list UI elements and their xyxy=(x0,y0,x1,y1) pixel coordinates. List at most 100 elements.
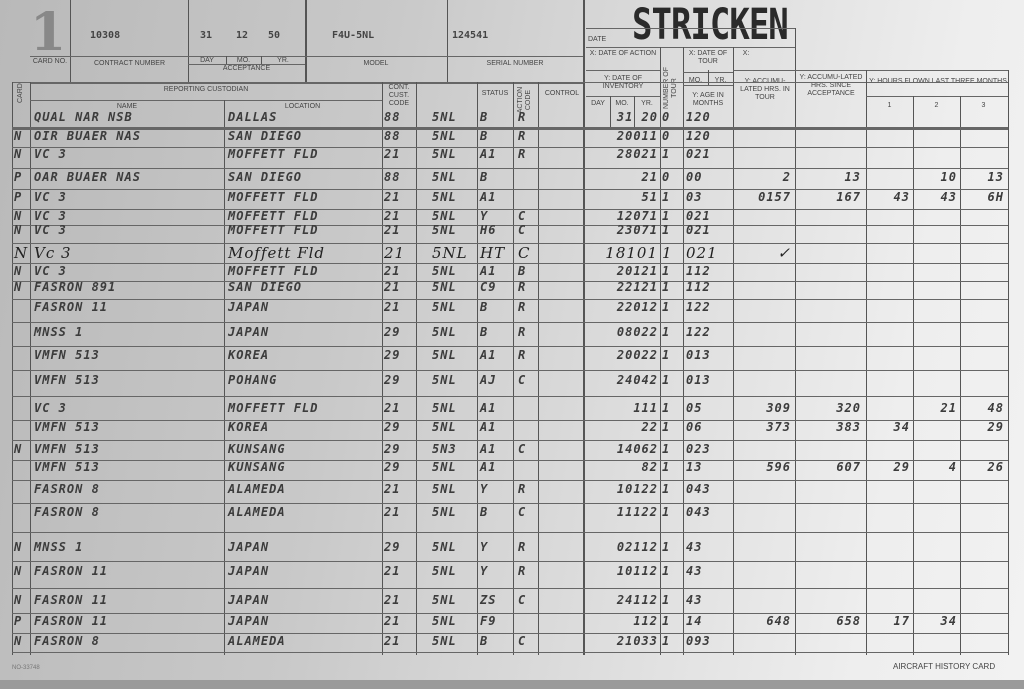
table-cell: VMFN 513 xyxy=(34,373,100,387)
table-cell: 21 xyxy=(384,505,401,519)
table-cell: 5NL xyxy=(432,129,457,143)
table-cell: 111 xyxy=(633,401,658,415)
table-cell: VMFN 513 xyxy=(34,420,100,434)
table-cell: 1 xyxy=(662,209,671,223)
grid-line xyxy=(683,47,684,655)
table-cell: 21 xyxy=(384,190,401,204)
table-cell: C xyxy=(518,634,527,648)
grid-line xyxy=(586,28,795,29)
table-cell: H6 xyxy=(480,223,497,237)
table-cell: A1 xyxy=(480,147,497,161)
table-cell: 1 xyxy=(662,540,671,554)
table-cell: 5NL xyxy=(432,614,457,628)
table-cell: OAR BUAER NAS xyxy=(34,170,141,184)
grid-line xyxy=(12,127,1008,128)
form-number: NO-33748 xyxy=(12,665,40,671)
table-cell: 5NL xyxy=(432,505,457,519)
label-mo: MO. xyxy=(236,57,251,64)
grid-line xyxy=(188,0,189,82)
table-cell: 21 xyxy=(384,264,401,278)
grid-line xyxy=(382,82,383,655)
table-cell: 0 xyxy=(662,110,671,124)
grid-line xyxy=(866,96,1008,97)
table-cell: N xyxy=(14,280,23,294)
table-cell: 1 xyxy=(662,401,671,415)
table-cell: 20022 xyxy=(616,348,658,362)
table-cell: C xyxy=(518,373,527,387)
label-age-in-months: Y: AGE IN MONTHS xyxy=(692,92,724,107)
serial-number-value: 124541 xyxy=(452,30,489,41)
label-contract-number: CONTRACT NUMBER xyxy=(93,60,166,67)
table-cell: 1 xyxy=(662,614,671,628)
table-cell: 11122 xyxy=(616,505,658,519)
grid-line xyxy=(660,47,661,655)
table-cell: N xyxy=(14,540,23,554)
table-cell: R xyxy=(518,110,527,124)
table-cell: N xyxy=(14,264,23,278)
table-cell: 43 xyxy=(686,564,703,578)
table-cell: 0157 xyxy=(758,190,791,204)
table-cell: A1 xyxy=(480,348,497,362)
table-cell: 26 xyxy=(987,460,1004,474)
table-cell: P xyxy=(14,190,23,204)
grid-line xyxy=(12,127,1008,129)
table-cell: 5NL xyxy=(432,348,457,362)
table-cell: B xyxy=(480,110,489,124)
table-cell: 22012 xyxy=(616,300,658,314)
label-yr: YR. xyxy=(277,57,289,64)
table-cell: 1 xyxy=(662,505,671,519)
grid-line xyxy=(12,440,1008,441)
table-cell: 43 xyxy=(893,190,910,204)
table-cell: R xyxy=(518,280,527,294)
grid-line xyxy=(416,82,417,655)
table-cell: VC 3 xyxy=(34,190,67,204)
table-cell: B xyxy=(480,300,489,314)
grid-line xyxy=(610,96,611,127)
table-cell: VC 3 xyxy=(34,209,67,223)
grid-line xyxy=(261,56,262,64)
label-model: MODEL xyxy=(363,60,389,67)
table-cell: SAN DIEGO xyxy=(228,280,303,294)
table-cell: 120 xyxy=(686,110,711,124)
label-accum-hrs-tour: Y: ACCUMU-LATED HRS. IN TOUR xyxy=(740,78,790,101)
table-cell: 0 xyxy=(662,170,671,184)
table-cell: OIR BUAER NAS xyxy=(34,129,141,143)
table-cell: 21 xyxy=(940,401,957,415)
table-cell: R xyxy=(518,564,527,578)
table-cell: N xyxy=(14,634,23,648)
card-title: AIRCRAFT HISTORY CARD xyxy=(893,662,996,671)
table-cell: A1 xyxy=(480,401,497,415)
table-cell: N xyxy=(14,147,23,161)
table-cell: N xyxy=(14,593,23,607)
table-cell: FASRON 8 xyxy=(34,482,100,496)
table-cell: 34 xyxy=(893,420,910,434)
table-cell: 043 xyxy=(686,505,711,519)
label-inv-yr: YR. xyxy=(641,100,653,107)
table-cell: MNSS 1 xyxy=(34,325,84,339)
table-cell: 5NL xyxy=(432,280,457,294)
table-cell: KOREA xyxy=(228,420,270,434)
table-cell: ALAMEDA xyxy=(228,505,286,519)
grid-line xyxy=(12,633,1008,634)
grid-line xyxy=(70,0,71,82)
table-cell: Y xyxy=(480,482,489,496)
table-cell: 13 xyxy=(686,460,703,474)
table-cell: FASRON 891 xyxy=(34,280,117,294)
table-cell: 43 xyxy=(940,190,957,204)
table-cell: 48 xyxy=(987,401,1004,415)
table-cell: 21 xyxy=(384,147,401,161)
table-cell: 167 xyxy=(836,190,861,204)
table-cell: 03 xyxy=(686,190,703,204)
table-cell: Vc 3 xyxy=(34,244,72,262)
grid-line xyxy=(12,281,1008,282)
table-cell: JAPAN xyxy=(228,614,270,628)
table-cell: VMFN 513 xyxy=(34,460,100,474)
table-cell: 1 xyxy=(662,147,671,161)
table-cell: 596 xyxy=(766,460,791,474)
table-cell: B xyxy=(480,634,489,648)
table-cell: MNSS 1 xyxy=(34,540,84,554)
table-cell: A1 xyxy=(480,190,497,204)
label-tour-yr: YR. xyxy=(714,77,727,84)
grid-line xyxy=(733,70,1008,71)
table-cell: 1 xyxy=(662,593,671,607)
